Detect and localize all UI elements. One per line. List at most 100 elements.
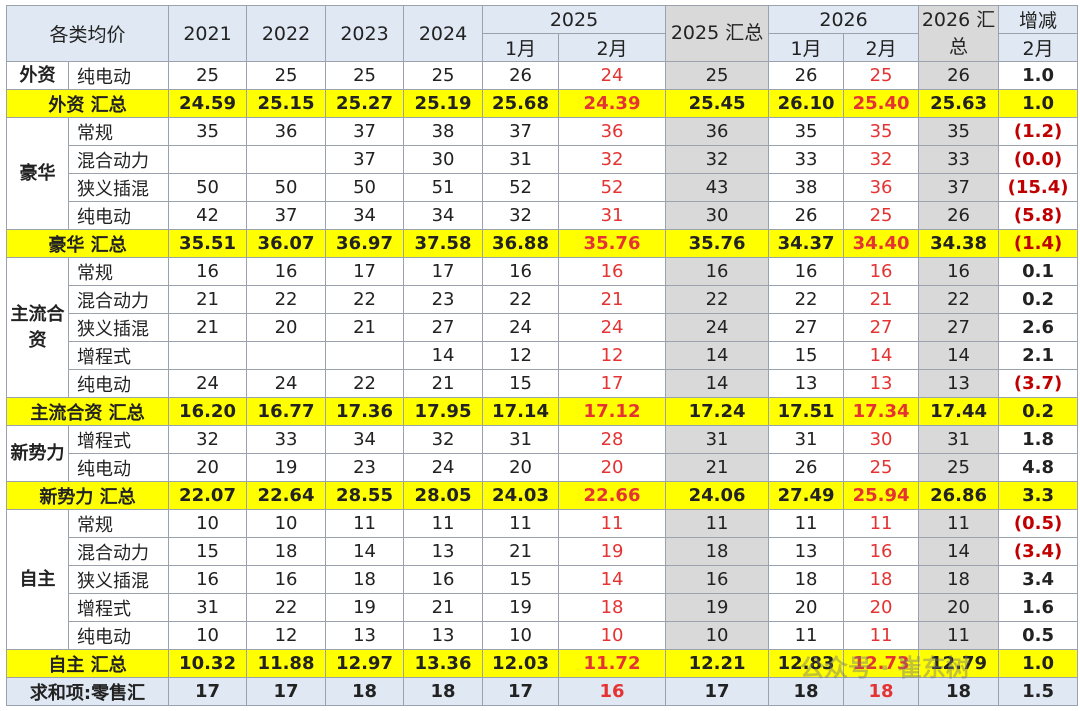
value-cell: 21 — [482, 537, 560, 566]
year: 2024 — [403, 5, 484, 62]
data-row: 纯电动 20 19 23 24 20 20 21 26 25 25 4.8 — [7, 453, 1079, 482]
month: 1月 — [482, 33, 560, 62]
value-cell: 36 — [843, 173, 920, 202]
total-label: 新势力 汇总 — [5, 481, 170, 510]
value-cell: 16 — [168, 565, 248, 594]
value-cell: 35 — [918, 117, 1000, 146]
value-cell: 18 — [843, 677, 920, 706]
change-cell: 0.5 — [998, 621, 1079, 650]
row-label: 纯电动 — [67, 369, 170, 398]
value-cell: 11 — [768, 621, 845, 650]
value-cell: 24 — [168, 369, 248, 398]
value-cell: 34.40 — [843, 229, 920, 258]
value-cell: 35.76 — [665, 229, 770, 258]
value-cell: 30 — [403, 145, 484, 174]
value-cell: 18 — [843, 565, 920, 594]
value-cell: 31 — [918, 425, 1000, 454]
value-cell: 51 — [403, 173, 484, 202]
year: 2021 — [168, 5, 248, 62]
data-row: 外资 纯电动 25 25 25 25 26 24 25 26 25 26 1.0 — [6, 61, 1079, 90]
change-cell: 1.8 — [998, 425, 1079, 454]
value-cell: 15 — [168, 537, 248, 566]
value-cell: 18 — [403, 677, 484, 706]
value-cell: 11.88 — [246, 649, 327, 678]
value-cell: 18 — [246, 537, 327, 566]
value-cell: 34 — [325, 425, 405, 454]
row-label: 增程式 — [67, 425, 170, 454]
value-cell: 25 — [246, 61, 327, 90]
row-label: 纯电动 — [67, 61, 170, 90]
value-cell: 16 — [665, 257, 770, 286]
value-cell: 35.76 — [558, 229, 667, 258]
value-cell: 17.36 — [325, 397, 405, 426]
value-cell: 26 — [918, 201, 1000, 230]
change-cell: 0.1 — [998, 257, 1079, 286]
value-cell: 26 — [918, 61, 1000, 90]
value-cell: 24 — [558, 61, 667, 90]
value-cell: 37 — [482, 117, 560, 146]
value-cell: 16 — [558, 257, 667, 286]
change-cell: 0.2 — [998, 397, 1079, 426]
value-cell: 21 — [168, 285, 248, 314]
value-cell: 31 — [482, 145, 560, 174]
data-row: 增程式 31 22 19 21 19 18 19 20 20 20 1.6 — [7, 593, 1079, 622]
value-cell: 33 — [246, 425, 327, 454]
value-cell: 16.20 — [168, 397, 248, 426]
group-label: 豪华 — [6, 117, 69, 230]
change-cell: 2.6 — [998, 313, 1079, 342]
change-cell: (1.4) — [998, 229, 1079, 258]
value-cell: 24.39 — [558, 89, 667, 118]
value-cell: 16 — [843, 537, 920, 566]
value-cell: 27.49 — [768, 481, 845, 510]
value-cell: 25.45 — [665, 89, 770, 118]
change-cell: 1.0 — [998, 89, 1079, 118]
value-cell: 20 — [558, 453, 667, 482]
value-cell: 22.64 — [246, 481, 327, 510]
value-cell: 35.51 — [168, 229, 248, 258]
data-row: 增程式 14 12 12 14 15 14 14 2.1 — [7, 341, 1079, 370]
value-cell: 26 — [768, 201, 845, 230]
value-cell: 31 — [665, 425, 770, 454]
value-cell: 25 — [843, 453, 920, 482]
value-cell: 25.63 — [918, 89, 1000, 118]
value-cell: 27 — [768, 313, 845, 342]
value-cell: 10 — [558, 621, 667, 650]
value-cell: 26 — [768, 61, 845, 90]
value-cell: 22 — [246, 593, 327, 622]
data-row: 自主 常规 10 10 11 11 11 11 11 11 11 11 (0.5) — [6, 509, 1079, 650]
header-row: 1月 2月 1月 2月 2月 — [7, 33, 1079, 62]
total-row: 外资 汇总 24.59 25.15 25.27 25.19 25.68 24.39 25.45… — [5, 89, 1079, 118]
row-label: 混合动力 — [67, 285, 170, 314]
value-cell: 13.36 — [403, 649, 484, 678]
value-cell: 27 — [918, 313, 1000, 342]
value-cell: 19 — [558, 537, 667, 566]
data-row: 混合动力 21 22 22 23 22 21 22 22 21 22 0.2 — [7, 285, 1079, 314]
value-cell: 12.83 — [768, 649, 845, 678]
value-cell: 33 — [768, 145, 845, 174]
value-cell: 24.03 — [482, 481, 560, 510]
value-cell: 31 — [558, 201, 667, 230]
year: 2025 — [482, 5, 667, 34]
row-label: 增程式 — [67, 341, 170, 370]
value-cell: 13 — [403, 621, 484, 650]
value-cell: 16.77 — [246, 397, 327, 426]
value-cell: 26.86 — [918, 481, 1000, 510]
value-cell: 21 — [665, 453, 770, 482]
value-cell: 52 — [558, 173, 667, 202]
row-label: 纯电动 — [67, 453, 170, 482]
year: 2026 — [768, 5, 920, 34]
value-cell: 25.94 — [843, 481, 920, 510]
value-cell: 38 — [768, 173, 845, 202]
data-row: 混合动力 37 30 31 32 32 33 32 33 (0.0) — [7, 145, 1079, 174]
change-cell: 1.6 — [998, 593, 1079, 622]
value-cell: 12.97 — [325, 649, 405, 678]
value-cell: 16 — [918, 257, 1000, 286]
value-cell — [325, 341, 405, 370]
row-label: 狭义插混 — [67, 173, 170, 202]
change-cell: (3.4) — [998, 537, 1079, 566]
change-cell: 2.1 — [998, 341, 1079, 370]
value-cell: 10 — [168, 509, 248, 538]
value-cell: 28.05 — [403, 481, 484, 510]
change-cell: 4.8 — [998, 453, 1079, 482]
